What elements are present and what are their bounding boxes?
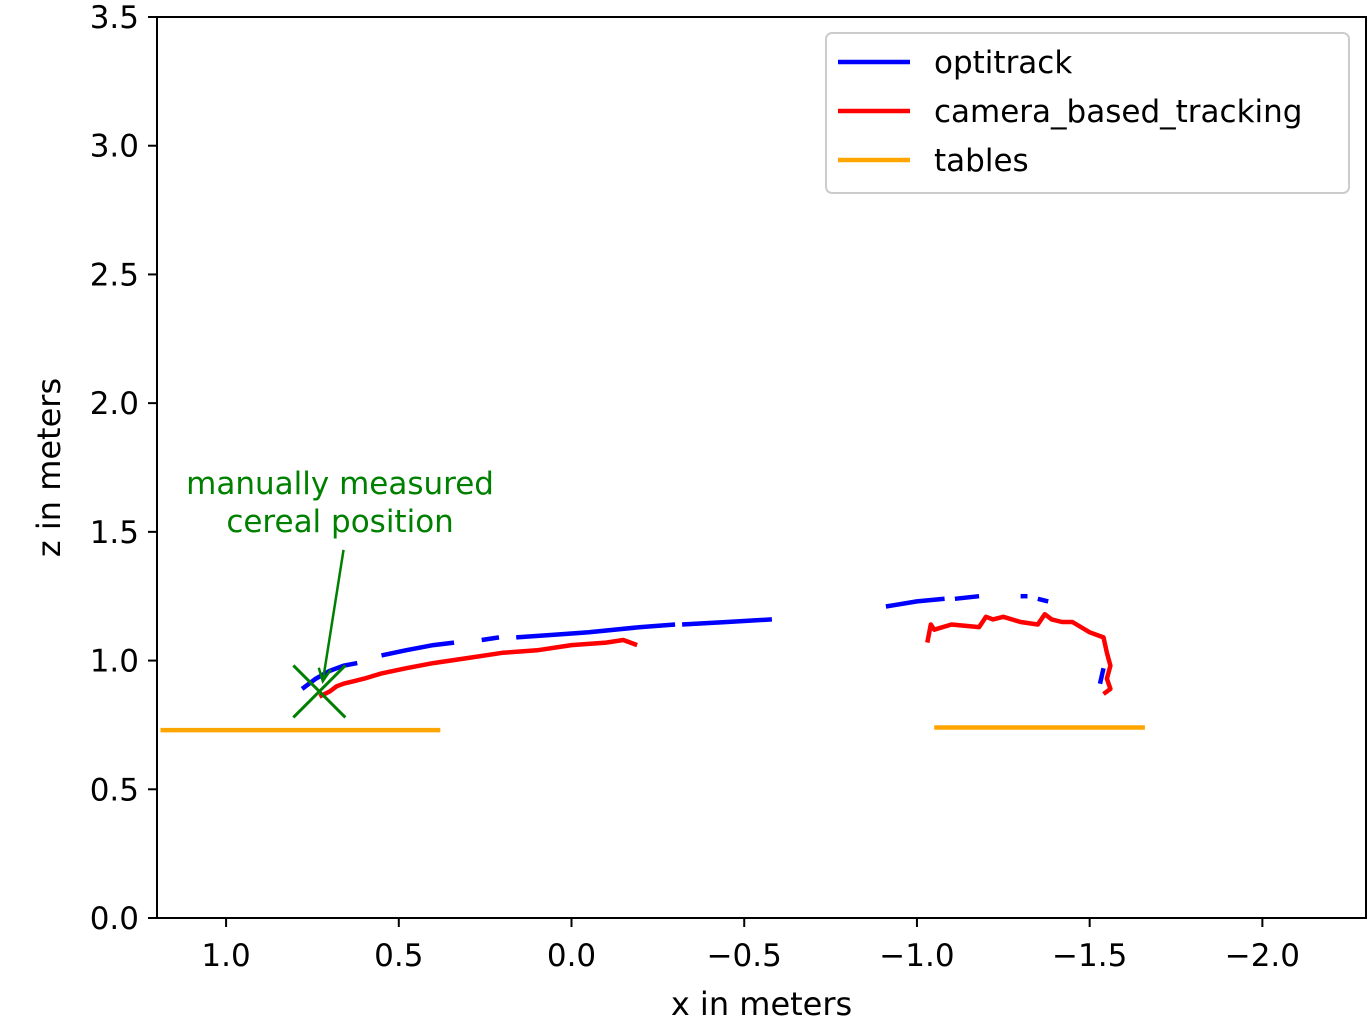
series-optitrack-segment-8 [1037,596,1049,604]
annotation-text: cereal position [226,504,454,540]
legend-label: tables [934,143,1029,179]
x-tick-label: −0.5 [707,938,782,974]
series-camera_based_tracking-segment-0 [318,637,638,699]
legend-item-optitrack: optitrack [838,45,1072,81]
y-tick-label: 2.5 [90,257,139,293]
series-optitrack-segment-6 [954,593,980,602]
series-optitrack-segment-2 [481,635,500,643]
x-tick-label: 1.0 [201,938,250,974]
x-axis-label: x in meters [671,985,852,1023]
series-optitrack-segment-0 [300,660,358,691]
x-marker-stroke-2 [292,664,347,719]
axes: 1.0 0.5 0.0 −0.5 −1.0 −1.5 −2.0 0.0 0.5 1.0 1.5 2.0… [90,0,1367,974]
y-tick-label: 1.0 [90,644,139,680]
series-optitrack-segment-5 [885,596,945,609]
annotation-arrow-head [317,667,332,685]
y-tick-label: 0.0 [90,901,139,937]
annotation-arrow-shaft [321,549,345,682]
series-optitrack-segment-4 [681,617,773,627]
y-tick-label: 2.0 [90,386,139,422]
y-tick-label: 3.5 [90,0,139,36]
plot-frame [156,16,1367,919]
series-optitrack-segment-1 [381,640,455,658]
y-axis-label: z in meters [30,378,68,557]
marker-layer [292,664,347,719]
x-tick-label: −1.5 [1052,938,1127,974]
annotation-text: manually measured [186,466,494,502]
y-tick-label: 1.5 [90,515,139,551]
legend-label: camera_based_tracking [934,94,1302,130]
y-tick-label: 3.0 [90,129,139,165]
y-tick-label: 0.5 [90,772,139,808]
series-optitrack-segment-3 [516,622,676,640]
legend-item-camera_based_tracking: camera_based_tracking [838,94,1302,130]
x-tick-label: 0.5 [374,938,423,974]
x-tick-label: −1.0 [879,938,954,974]
series-optitrack-segment-9 [1097,667,1106,685]
legend-box [825,32,1350,194]
legend-label: optitrack [934,45,1072,81]
x-tick-label: 0.0 [547,938,596,974]
x-tick-label: −2.0 [1225,938,1300,974]
legend-item-tables: tables [838,143,1029,179]
annotation-layer: manually measured cereal position [186,466,494,685]
x-marker [292,664,347,719]
series-camera_based_tracking-segment-1 [925,611,1113,696]
series-layer [160,593,1145,733]
